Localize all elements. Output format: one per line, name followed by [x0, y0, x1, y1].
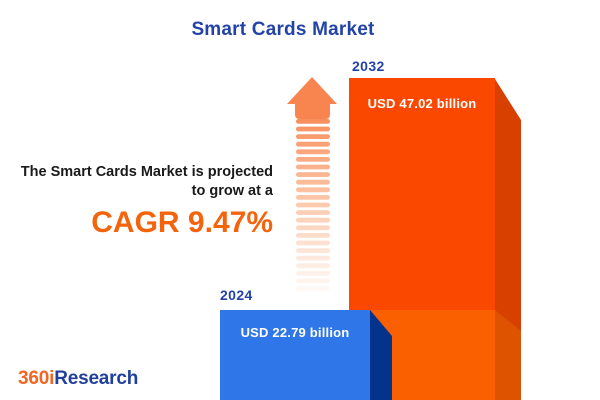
growth-arrow-head-icon: [287, 77, 337, 119]
projection-line-2: to grow at a: [191, 183, 273, 199]
projection-line-1: The Smart Cards Market is projected: [20, 164, 273, 180]
year-label-2032: 2032: [352, 58, 385, 74]
brand-logo-suffix: Research: [54, 368, 139, 389]
bar-2024-side: [370, 310, 392, 400]
brand-logo-prefix: 360i: [18, 368, 55, 389]
bar-2024-value-label: USD 22.79 billion: [240, 325, 350, 340]
bar-2024-face: [220, 310, 370, 400]
brand-logo: 360iResearch: [18, 368, 138, 390]
growth-arrow-stripes-icon: [296, 119, 330, 291]
bar-2032-lower-side: [495, 310, 521, 400]
year-label-2024: 2024: [220, 287, 253, 303]
page-title: Smart Cards Market: [191, 19, 375, 40]
bar-2032-value-label: USD 47.02 billion: [367, 96, 477, 111]
cagr-value: CAGR 9.47%: [91, 206, 273, 239]
projection-text-block: The Smart Cards Market is projected to g…: [0, 163, 273, 239]
